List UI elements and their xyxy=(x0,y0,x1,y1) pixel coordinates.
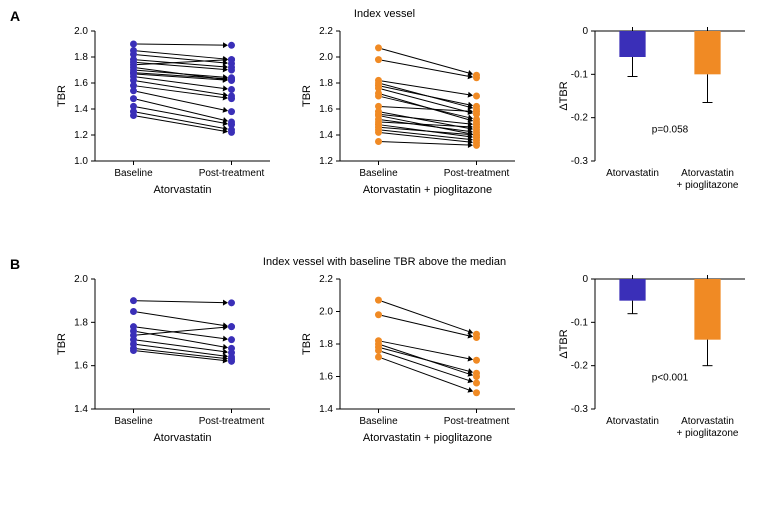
svg-text:1.8: 1.8 xyxy=(319,339,333,350)
svg-text:Baseline: Baseline xyxy=(114,168,153,179)
svg-text:Atorvastatin: Atorvastatin xyxy=(153,432,211,444)
svg-text:Atorvastatin: Atorvastatin xyxy=(681,168,734,179)
svg-text:TBR: TBR xyxy=(301,333,313,355)
chart-b2-combo-paired: 1.4 1.6 1.8 2.0 2.2 Baseline Post-treatment TBR… xyxy=(300,274,520,464)
svg-text:Baseline: Baseline xyxy=(359,416,398,427)
svg-text:1.2: 1.2 xyxy=(74,130,88,141)
figure-root: A Index vessel 1.0 1.2 1.4 1.6 1.8 2.0 Baselin… xyxy=(0,0,769,509)
svg-text:1.4: 1.4 xyxy=(319,130,333,141)
svg-text:-0.1: -0.1 xyxy=(571,317,589,328)
svg-text:Baseline: Baseline xyxy=(359,168,398,179)
svg-text:2.0: 2.0 xyxy=(319,52,333,63)
svg-text:Post-treatment: Post-treatment xyxy=(444,168,510,179)
svg-text:2.2: 2.2 xyxy=(319,26,333,37)
svg-text:1.4: 1.4 xyxy=(74,404,88,415)
svg-text:p=0.058: p=0.058 xyxy=(652,124,689,135)
svg-text:Baseline: Baseline xyxy=(114,416,153,427)
row-title-a: Index vessel xyxy=(354,8,415,20)
chart-a2-combo-paired: 1.2 1.4 1.6 1.8 2.0 2.2 Baseline Post-treatment… xyxy=(300,26,520,216)
svg-text:+ pioglitazone: + pioglitazone xyxy=(677,428,739,439)
svg-text:1.4: 1.4 xyxy=(319,404,333,415)
svg-text:1.6: 1.6 xyxy=(319,104,333,115)
svg-text:Atorvastatin + pioglitazone: Atorvastatin + pioglitazone xyxy=(363,184,492,196)
svg-text:Atorvastatin: Atorvastatin xyxy=(681,416,734,427)
svg-text:1.4: 1.4 xyxy=(74,104,88,115)
svg-text:1.6: 1.6 xyxy=(74,78,88,89)
svg-text:2.2: 2.2 xyxy=(319,274,333,285)
svg-text:2.0: 2.0 xyxy=(74,26,88,37)
svg-text:1.0: 1.0 xyxy=(74,156,88,167)
row-a: A Index vessel 1.0 1.2 1.4 1.6 1.8 2.0 Baselin… xyxy=(0,8,769,240)
chart-b1-atorvastatin-paired: 1.4 1.6 1.8 2.0 Baseline Post-treatment TBR Ato… xyxy=(55,274,275,464)
svg-text:Atorvastatin: Atorvastatin xyxy=(606,416,659,427)
svg-text:TBR: TBR xyxy=(56,85,68,107)
svg-text:1.2: 1.2 xyxy=(319,156,333,167)
svg-text:Post-treatment: Post-treatment xyxy=(444,416,510,427)
svg-text:-0.3: -0.3 xyxy=(571,156,589,167)
svg-text:+ pioglitazone: + pioglitazone xyxy=(677,180,739,191)
svg-text:1.8: 1.8 xyxy=(319,78,333,89)
svg-text:Atorvastatin: Atorvastatin xyxy=(606,168,659,179)
svg-text:-0.1: -0.1 xyxy=(571,69,589,80)
svg-text:TBR: TBR xyxy=(301,85,313,107)
row-title-b: Index vessel with baseline TBR above the… xyxy=(263,256,506,268)
panel-label-b: B xyxy=(10,256,20,272)
svg-text:ΔTBR: ΔTBR xyxy=(558,329,570,358)
svg-text:-0.2: -0.2 xyxy=(571,113,589,124)
panel-label-a: A xyxy=(10,8,20,24)
svg-text:0: 0 xyxy=(582,274,588,285)
svg-text:1.6: 1.6 xyxy=(74,361,88,372)
svg-text:Atorvastatin: Atorvastatin xyxy=(153,184,211,196)
chart-b3-delta-bars: 0-0.1-0.2-0.3AtorvastatinAtorvastatin+ p… xyxy=(555,274,750,464)
svg-text:Atorvastatin + pioglitazone: Atorvastatin + pioglitazone xyxy=(363,432,492,444)
svg-text:ΔTBR: ΔTBR xyxy=(558,81,570,110)
svg-text:-0.3: -0.3 xyxy=(571,404,589,415)
svg-text:TBR: TBR xyxy=(56,333,68,355)
svg-text:0: 0 xyxy=(582,26,588,37)
row-b: B Index vessel with baseline TBR above t… xyxy=(0,256,769,494)
chart-a1-atorvastatin-paired: 1.0 1.2 1.4 1.6 1.8 2.0 Baseline Post-treatment… xyxy=(55,26,275,216)
svg-text:1.6: 1.6 xyxy=(319,372,333,383)
svg-text:1.8: 1.8 xyxy=(74,52,88,63)
chart-a3-delta-bars: 0-0.1-0.2-0.3AtorvastatinAtorvastatin+ p… xyxy=(555,26,750,216)
svg-text:Post-treatment: Post-treatment xyxy=(199,168,265,179)
svg-text:2.0: 2.0 xyxy=(74,274,88,285)
svg-text:-0.2: -0.2 xyxy=(571,361,589,372)
svg-text:1.8: 1.8 xyxy=(74,317,88,328)
svg-text:2.0: 2.0 xyxy=(319,307,333,318)
svg-text:p<0.001: p<0.001 xyxy=(652,372,689,383)
svg-text:Post-treatment: Post-treatment xyxy=(199,416,265,427)
